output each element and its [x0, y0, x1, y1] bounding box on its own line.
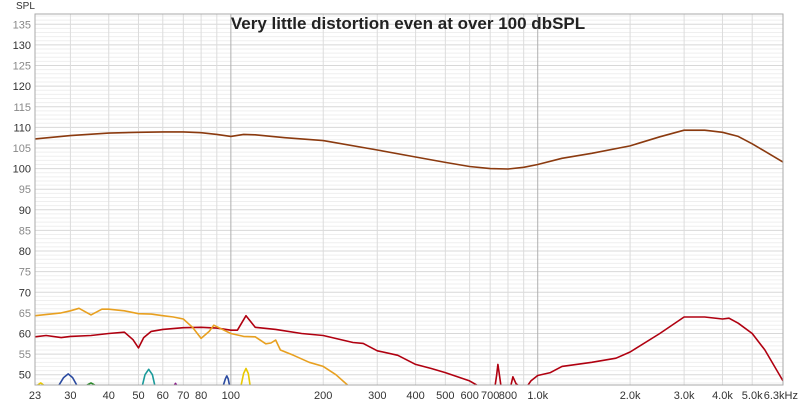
x-tick-label: 6.3kHz [764, 390, 798, 402]
y-axis: 50 55 60 65 70 75 80 85 90 95 100 105 110 115 120 125 13… [13, 19, 31, 381]
series-line-3 [510, 376, 520, 385]
y-tick-label: 100 [13, 164, 31, 176]
y-tick-label: 135 [13, 19, 31, 31]
x-tick-label: 300 [368, 390, 386, 402]
series-line-9 [141, 368, 156, 385]
series-line-0 [35, 129, 783, 170]
plot-frame [34, 13, 784, 386]
y-tick-label: 70 [19, 287, 31, 299]
x-tick-label: 200 [314, 390, 332, 402]
x-tick-label: 700 [481, 390, 499, 402]
x-tick-label: 5.0k [742, 390, 763, 402]
x-tick-label: 100 [222, 390, 240, 402]
x-tick-label: 4.0k [712, 390, 733, 402]
series-line-4 [527, 316, 783, 385]
grid [35, 14, 783, 385]
series-line-5 [35, 307, 349, 385]
x-tick-label: 600 [460, 390, 478, 402]
y-tick-label: 85 [19, 225, 31, 237]
y-tick-label: 130 [13, 40, 31, 52]
x-tick-label: 23 [29, 390, 41, 402]
x-tick-label: 70 [177, 390, 189, 402]
x-tick-label: 500 [436, 390, 454, 402]
series-line-2 [494, 363, 502, 385]
y-tick-label: 60 [19, 328, 31, 340]
y-tick-label: 110 [13, 122, 31, 134]
y-tick-label: 50 [19, 370, 31, 382]
x-tick-label: 2.0k [620, 390, 641, 402]
x-tick-label: 40 [103, 390, 115, 402]
x-tick-label: 400 [406, 390, 424, 402]
x-tick-label: 50 [132, 390, 144, 402]
series-line-12 [240, 367, 251, 385]
y-tick-label: 120 [13, 81, 31, 93]
x-tick-label: 30 [64, 390, 76, 402]
y-tick-label: 75 [19, 267, 31, 279]
y-tick-label: 55 [19, 349, 31, 361]
x-tick-label: 80 [195, 390, 207, 402]
y-tick-label: 115 [13, 102, 31, 114]
y-tick-label: 125 [13, 61, 31, 73]
chart-title: Very little distortion even at over 100 … [231, 14, 585, 33]
y-tick-label: 65 [19, 308, 31, 320]
y-axis-label: SPL [16, 1, 35, 12]
series-line-1 [35, 314, 479, 385]
x-tick-label: 60 [157, 390, 169, 402]
y-tick-label: 80 [19, 246, 31, 258]
x-axis: 23 30 40 50 60 70 80 100 200 300 400 500 600 700 800 1.… [29, 390, 798, 402]
x-tick-label: 1.0k [527, 390, 548, 402]
y-tick-label: 90 [19, 205, 31, 217]
x-tick-label: 3.0k [674, 390, 695, 402]
series-line-11 [222, 375, 231, 385]
y-tick-label: 105 [13, 143, 31, 155]
x-tick-label: 800 [499, 390, 517, 402]
y-tick-label: 95 [19, 184, 31, 196]
series-line-7 [58, 373, 78, 385]
